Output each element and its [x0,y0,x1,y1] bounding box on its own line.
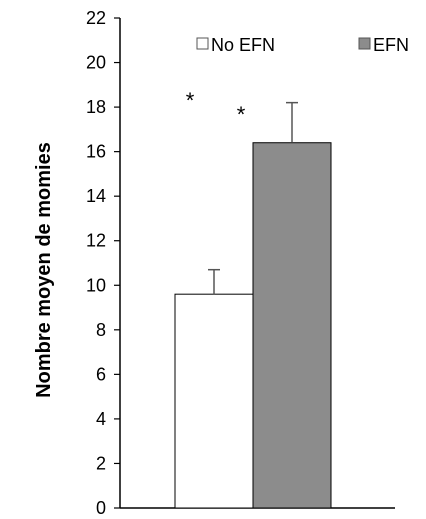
bar-efn [252,142,332,509]
y-tick-label: 14 [86,186,106,206]
y-tick-label: 4 [96,409,106,429]
bar-no-efn [174,293,254,509]
y-tick-label: 6 [96,364,106,384]
y-axis-label: Nombre moyen de momies [33,142,55,398]
y-tick-label: 0 [96,498,106,518]
y-tick-label: 2 [96,453,106,473]
legend: No EFN EFN [196,35,409,55]
legend-swatch-no-efn [196,37,209,50]
y-tick-label: 20 [86,53,106,73]
legend-label-efn: EFN [373,35,409,55]
y-tick-label: 18 [86,97,106,117]
y-tick-label: 22 [86,8,106,28]
significance-star-2: * [237,102,246,127]
significance-star-1: * [186,88,195,113]
y-tick-label: 16 [86,142,106,162]
legend-swatch-efn [358,37,371,50]
y-tick-label: 10 [86,275,106,295]
legend-label-no-efn: No EFN [211,35,275,55]
axes: 0 2 4 6 8 10 12 14 16 18 20 22 [86,8,395,518]
bars [174,101,332,509]
y-tick-label: 8 [96,320,106,340]
y-tick-label: 12 [86,231,106,251]
